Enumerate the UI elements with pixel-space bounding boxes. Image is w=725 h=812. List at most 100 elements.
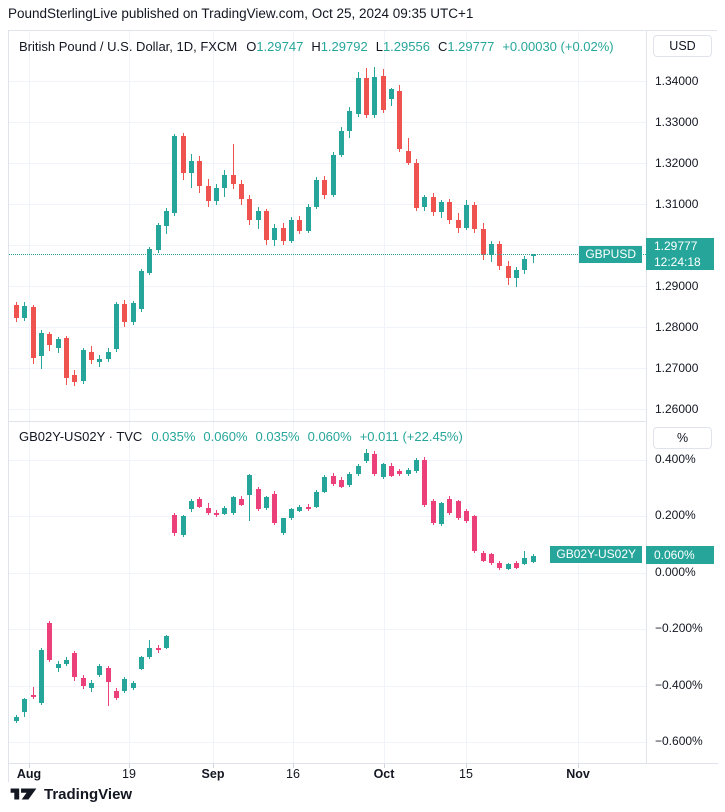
candle-down bbox=[30, 694, 36, 698]
candle-up bbox=[172, 135, 178, 214]
candle-down bbox=[172, 515, 178, 534]
vertical-gridline bbox=[384, 31, 385, 421]
high-value: 1.29792 bbox=[320, 39, 368, 54]
candle-up bbox=[247, 474, 253, 495]
candle-up bbox=[88, 682, 94, 688]
candle-down bbox=[197, 499, 203, 507]
spread-pane[interactable] bbox=[9, 421, 646, 763]
candle-down bbox=[230, 174, 236, 184]
candle-down bbox=[447, 202, 453, 221]
candle-down bbox=[14, 304, 19, 319]
candle-up bbox=[488, 244, 494, 256]
time-axis-label: Sep bbox=[201, 767, 225, 781]
vertical-gridline bbox=[213, 31, 214, 421]
price-axis-label: −0.400% bbox=[655, 677, 703, 692]
candle-up bbox=[130, 682, 136, 689]
candle-down bbox=[197, 161, 203, 186]
percent-unit-button[interactable]: % bbox=[653, 427, 712, 449]
candle-up bbox=[222, 507, 228, 514]
candle-up bbox=[463, 204, 469, 228]
time-axis-label: 16 bbox=[286, 767, 300, 781]
symbol-description: British Pound / U.S. Dollar, 1D, FXCM bbox=[19, 39, 238, 54]
horizontal-gridline bbox=[9, 245, 646, 247]
gbpusd-price-pane[interactable] bbox=[9, 31, 646, 421]
time-axis-tick bbox=[384, 764, 385, 768]
candle-down bbox=[397, 90, 403, 150]
candle-up bbox=[38, 650, 44, 703]
candle-up bbox=[438, 503, 444, 525]
time-axis-tick bbox=[129, 764, 130, 768]
spread-change: +0.011 (+22.45%) bbox=[359, 429, 463, 444]
candle-up bbox=[255, 211, 261, 220]
price-axis-label: 1.32000 bbox=[655, 156, 699, 171]
countdown-timer: 12:24:18 bbox=[654, 255, 701, 270]
candle-up bbox=[330, 154, 336, 196]
horizontal-gridline bbox=[9, 742, 646, 743]
candle-down bbox=[255, 488, 261, 510]
horizontal-gridline bbox=[9, 327, 646, 329]
currency-unit-button[interactable]: USD bbox=[653, 35, 712, 57]
price-axis-label: 1.34000 bbox=[655, 74, 699, 89]
price-axis-label: 1.31000 bbox=[655, 197, 699, 212]
candle-up bbox=[297, 506, 303, 511]
time-axis[interactable]: Aug 19 Sep 16 Oct 15 Nov bbox=[9, 763, 718, 783]
candle-up bbox=[263, 496, 269, 509]
spread-legend: GB02Y-US02Y · TVC 0.035% 0.060% 0.035% 0.060… bbox=[19, 429, 471, 444]
candle-up bbox=[97, 359, 103, 363]
attribution-header: PoundSterlingLive published on TradingVi… bbox=[8, 6, 473, 21]
candle-up bbox=[272, 227, 278, 241]
candle-down bbox=[80, 677, 86, 687]
candle-up bbox=[322, 476, 328, 492]
horizontal-gridline bbox=[9, 460, 646, 461]
candle-down bbox=[105, 667, 111, 683]
vertical-gridline bbox=[293, 422, 294, 763]
candle-up bbox=[222, 174, 228, 188]
price-scale-column[interactable]: USD % 1.340001.330001.320001.310001.3000… bbox=[646, 31, 718, 763]
candle-up bbox=[530, 555, 536, 562]
candle-up bbox=[288, 509, 294, 519]
candle-down bbox=[238, 183, 244, 200]
candle-down bbox=[322, 180, 328, 196]
candle-up bbox=[388, 89, 394, 100]
vertical-gridline bbox=[578, 31, 579, 421]
vertical-gridline bbox=[578, 422, 579, 763]
candle-up bbox=[188, 500, 194, 510]
candle-down bbox=[488, 554, 494, 563]
high-label: H bbox=[311, 39, 321, 54]
candle-down bbox=[497, 244, 503, 267]
change-value: +0.00030 (+0.02%) bbox=[502, 39, 614, 54]
horizontal-gridline bbox=[9, 368, 646, 370]
price-axis-label: 0.400% bbox=[655, 452, 696, 466]
candle-down bbox=[272, 493, 278, 524]
horizontal-gridline bbox=[9, 685, 646, 687]
candle-down bbox=[422, 460, 428, 506]
open-value: 1.29747 bbox=[256, 39, 304, 54]
candle-up bbox=[513, 270, 519, 278]
low-label: L bbox=[375, 39, 383, 54]
candle-down bbox=[247, 199, 253, 220]
candle-up bbox=[372, 76, 378, 115]
candle-up bbox=[147, 249, 153, 273]
candle-down bbox=[413, 162, 419, 209]
candle-up bbox=[22, 305, 28, 319]
gbpusd-legend: British Pound / U.S. Dollar, 1D, FXCM O1.… bbox=[19, 39, 622, 54]
horizontal-gridline bbox=[9, 286, 646, 288]
horizontal-gridline bbox=[9, 122, 646, 124]
horizontal-gridline bbox=[9, 572, 646, 574]
candle-down bbox=[455, 220, 461, 228]
horizontal-gridline bbox=[9, 629, 646, 631]
horizontal-gridline bbox=[9, 409, 646, 411]
candle-up bbox=[347, 110, 353, 132]
candle-up bbox=[130, 303, 136, 323]
price-axis-label: −0.200% bbox=[655, 621, 703, 636]
candle-up bbox=[405, 469, 411, 475]
close-value: 1.29777 bbox=[447, 39, 495, 54]
price-axis-label: 1.29000 bbox=[655, 279, 699, 294]
tradingview-attribution[interactable]: TradingView bbox=[10, 784, 132, 804]
candle-up bbox=[138, 270, 144, 310]
candle-down bbox=[430, 501, 436, 524]
candle-down bbox=[72, 652, 78, 677]
price-axis-label: −0.600% bbox=[655, 734, 703, 748]
candle-up bbox=[22, 699, 28, 713]
candle-up bbox=[313, 491, 319, 507]
